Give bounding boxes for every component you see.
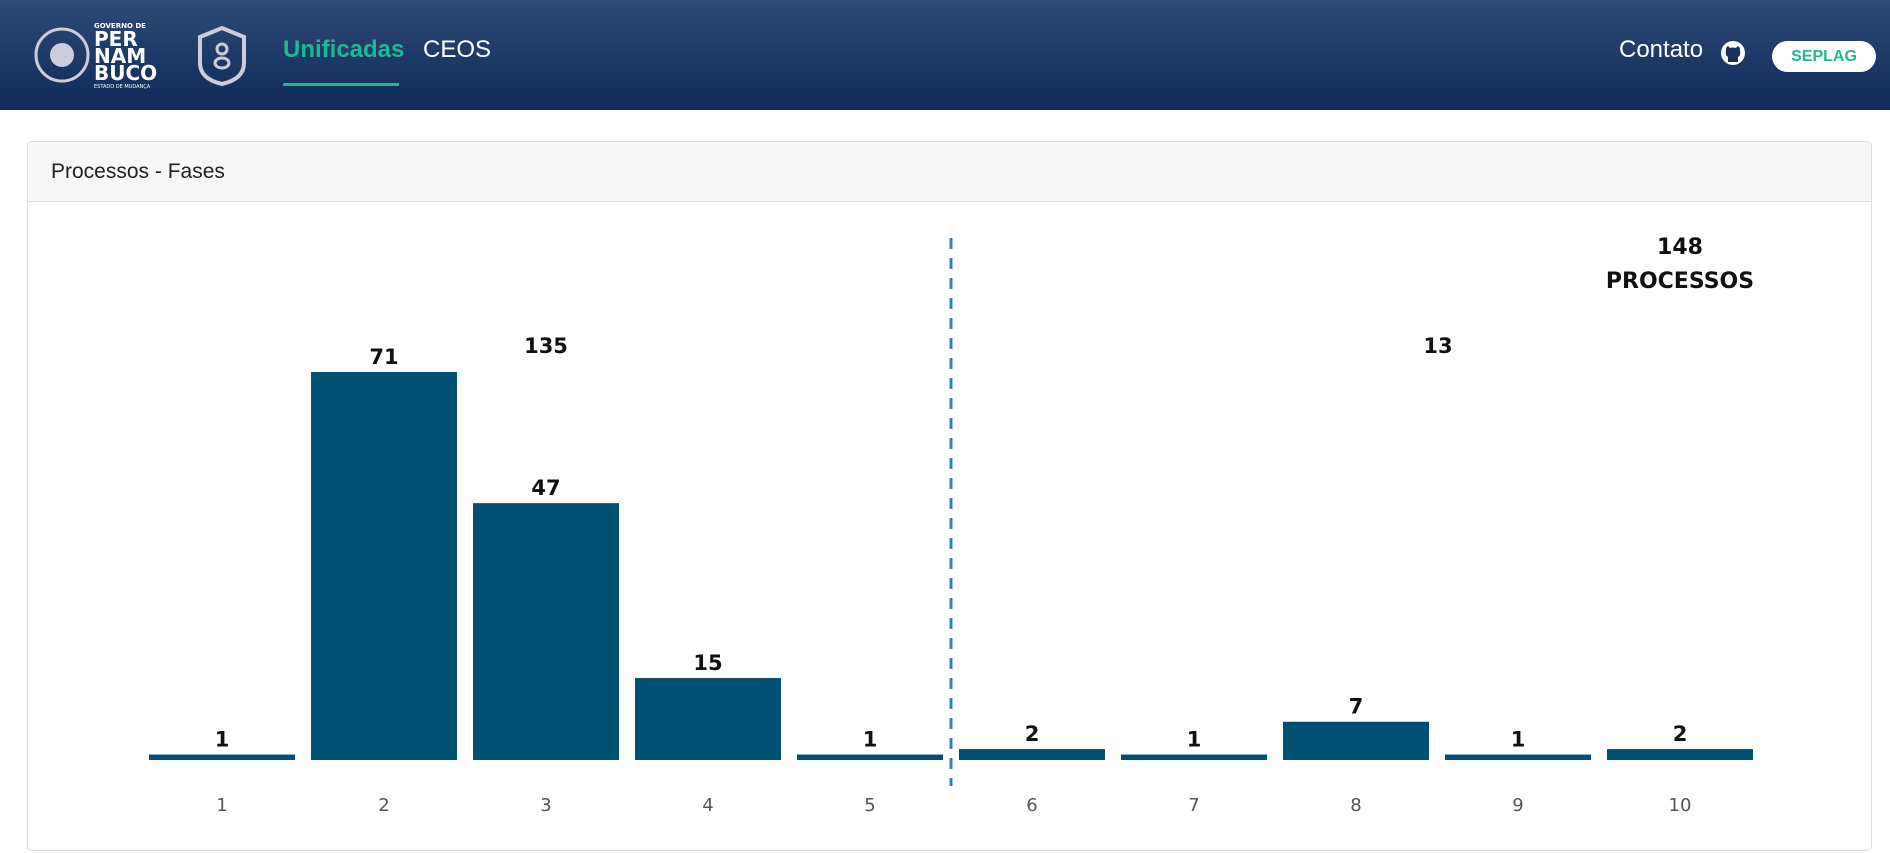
contact-link[interactable]: Contato	[1619, 36, 1704, 63]
app-icon	[198, 25, 246, 87]
bar	[959, 749, 1105, 760]
x-tick-label: 9	[1512, 795, 1523, 816]
x-tick-label: 1	[216, 795, 227, 816]
data-label: 7	[1349, 695, 1364, 719]
card-header: Processos - Fases	[28, 142, 1871, 202]
bar	[1283, 721, 1429, 760]
active-indicator	[283, 83, 399, 86]
data-label: 47	[531, 476, 560, 500]
logo-text: GOVERNO DE	[94, 22, 146, 30]
data-label: 1	[1511, 728, 1526, 752]
data-label: 1	[1187, 728, 1202, 752]
x-tick-label: 6	[1026, 795, 1037, 816]
group-total: 13	[1423, 334, 1452, 358]
logo: GOVERNO DE PER NAM BUCO ESTADO DE MUDANÇ…	[34, 22, 157, 90]
bar	[473, 503, 619, 760]
bar	[635, 678, 781, 760]
total-value: 148	[1657, 235, 1703, 260]
x-tick-label: 2	[378, 795, 389, 816]
logo-text: PER	[94, 27, 138, 51]
github-icon[interactable]	[1720, 40, 1746, 66]
total-label: PROCESSOS	[1606, 269, 1754, 294]
logo-text: ESTADO DE MUDANÇA	[94, 84, 151, 90]
nav-link[interactable]: CEOS	[423, 36, 492, 63]
data-label: 2	[1673, 722, 1688, 746]
x-tick-label: 4	[702, 795, 713, 816]
data-label: 15	[693, 651, 722, 675]
seplag-button[interactable]: SEPLAG	[1772, 41, 1876, 72]
data-label: 1	[863, 728, 878, 752]
x-tick-label: 7	[1188, 795, 1199, 816]
logo-text: BUCO	[94, 61, 157, 85]
logo-emblem	[50, 43, 74, 67]
bar	[311, 372, 457, 760]
logo-emblem	[34, 27, 90, 83]
x-tick-label: 8	[1350, 795, 1361, 816]
bar	[1445, 754, 1591, 760]
card: Processos - Fases	[27, 141, 1872, 851]
bar	[797, 754, 943, 760]
x-tick-label: 5	[864, 795, 875, 816]
group-total: 135	[524, 334, 568, 358]
logo-text: NAM	[94, 44, 146, 68]
x-tick-label: 3	[540, 795, 551, 816]
navbar: GOVERNO DE PER NAM BUCO ESTADO DE MUDANÇ…	[0, 0, 1890, 110]
data-label: 71	[369, 345, 398, 369]
bar	[1121, 754, 1267, 760]
data-label: 1	[215, 728, 230, 752]
data-label: 2	[1025, 722, 1040, 746]
bar	[149, 754, 295, 760]
bar	[1607, 749, 1753, 760]
card-title: Processos - Fases	[51, 160, 225, 183]
x-tick-label: 10	[1669, 795, 1692, 816]
nav-link[interactable]: Unificadas	[283, 36, 405, 63]
